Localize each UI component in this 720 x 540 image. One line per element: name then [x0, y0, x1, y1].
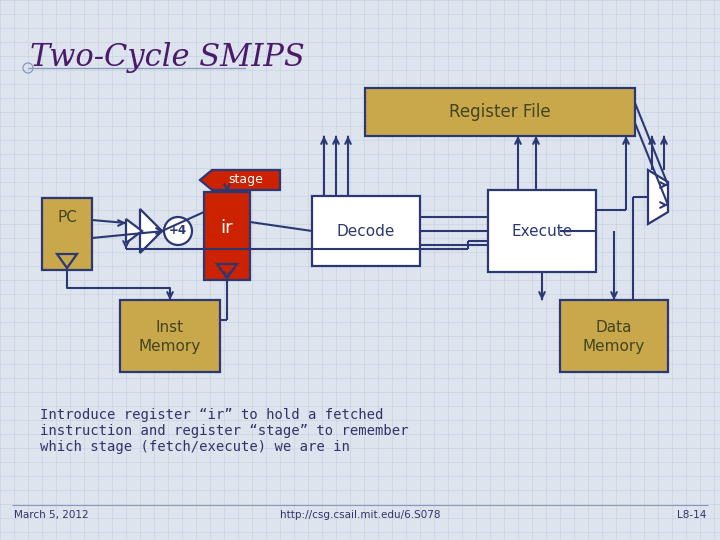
Text: +4: +4: [169, 225, 187, 238]
Text: Inst: Inst: [156, 321, 184, 335]
Text: Execute: Execute: [511, 224, 572, 239]
Text: Two-Cycle SMIPS: Two-Cycle SMIPS: [30, 42, 305, 73]
Text: instruction and register “stage” to remember: instruction and register “stage” to reme…: [40, 424, 408, 438]
Circle shape: [164, 217, 192, 245]
Bar: [120, 300, 220, 372]
Text: Register File: Register File: [449, 103, 551, 121]
Bar: [365, 88, 635, 136]
Polygon shape: [57, 254, 77, 268]
Bar: [488, 190, 596, 272]
Polygon shape: [200, 170, 280, 190]
Text: stage: stage: [228, 173, 264, 186]
Text: Decode: Decode: [337, 224, 395, 239]
Text: ir: ir: [221, 219, 233, 237]
Bar: [312, 196, 420, 266]
Polygon shape: [217, 264, 237, 278]
Polygon shape: [126, 219, 142, 243]
Text: Memory: Memory: [583, 339, 645, 354]
Bar: [560, 300, 668, 372]
Text: Memory: Memory: [139, 339, 201, 354]
Bar: [204, 192, 250, 280]
Text: which stage (fetch/execute) we are in: which stage (fetch/execute) we are in: [40, 440, 350, 454]
Text: Introduce register “ir” to hold a fetched: Introduce register “ir” to hold a fetche…: [40, 408, 383, 422]
Polygon shape: [648, 170, 668, 224]
Text: March 5, 2012: March 5, 2012: [14, 510, 89, 520]
Text: Data: Data: [595, 321, 632, 335]
Bar: [42, 198, 92, 270]
Text: PC: PC: [57, 211, 77, 226]
Text: L8-14: L8-14: [677, 510, 706, 520]
Text: http://csg.csail.mit.edu/6.S078: http://csg.csail.mit.edu/6.S078: [280, 510, 440, 520]
Polygon shape: [140, 209, 162, 253]
